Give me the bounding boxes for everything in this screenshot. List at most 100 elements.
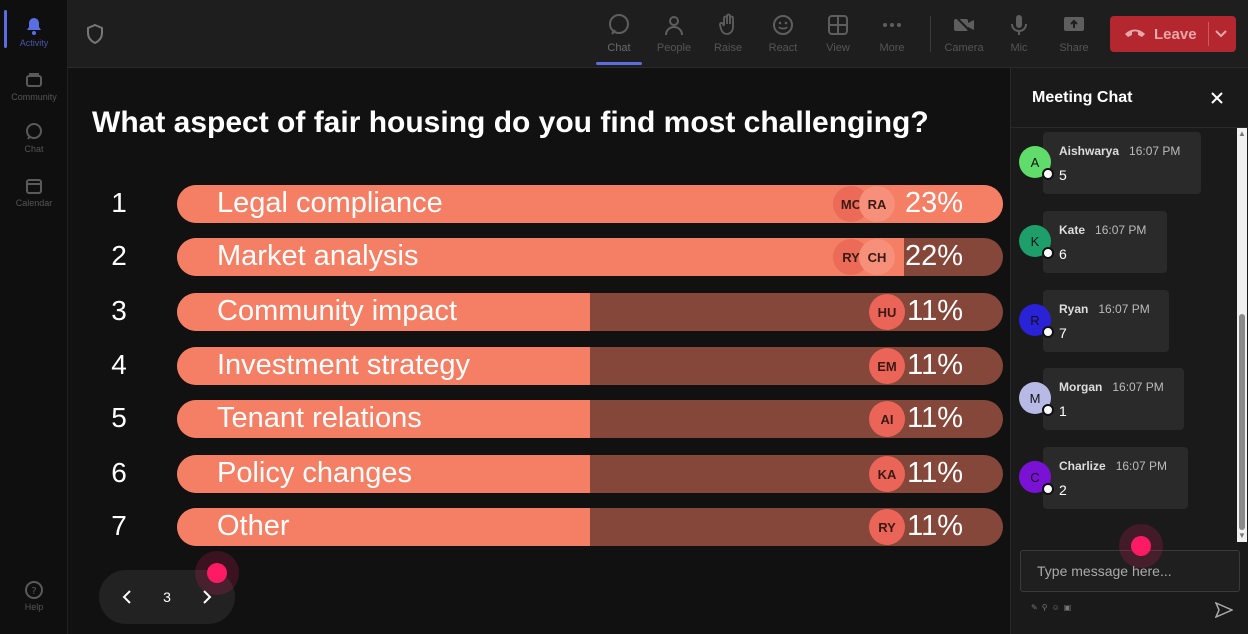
chat-bubble: Morgan 16:07 PM 1	[1043, 368, 1184, 430]
rail-item-calendar[interactable]: Calendar	[0, 166, 68, 218]
toolbar-divider	[930, 16, 931, 52]
pointer-highlight	[207, 563, 227, 583]
voter-avatar: AI	[869, 401, 905, 437]
presence-status-icon	[1042, 247, 1054, 259]
sender-name: Morgan	[1059, 380, 1103, 394]
poll-option-fill	[177, 508, 590, 546]
avatar-initial: M	[1029, 390, 1041, 406]
rail-item-label: Chat	[24, 144, 44, 154]
presence-status-icon	[1042, 404, 1054, 416]
message-time: 16:07 PM	[1129, 144, 1181, 158]
voter-avatar: RA	[859, 186, 895, 222]
poll-option-percent: 11%	[907, 402, 963, 434]
page-number: 3	[163, 589, 171, 605]
poll-stage: What aspect of fair housing do you find …	[68, 68, 1010, 634]
chevron-down-icon[interactable]	[1214, 26, 1228, 44]
chevron-left-icon[interactable]	[117, 587, 137, 607]
format-icon[interactable]: ✎	[1031, 603, 1038, 612]
shield-icon[interactable]	[86, 23, 104, 49]
leave-button[interactable]: Leave	[1110, 16, 1236, 52]
poll-option-label: Market analysis	[217, 240, 419, 272]
chat-icon	[24, 122, 44, 142]
poll-option[interactable]: 3 Community impact HU 11%	[68, 293, 1010, 333]
rail-item-help[interactable]: ? Help	[0, 570, 68, 622]
avatar: C	[1019, 461, 1054, 495]
message-text: 7	[1059, 325, 1067, 341]
poll-option-percent: 11%	[907, 457, 963, 489]
toolbar-more-button[interactable]: More	[865, 8, 919, 62]
gif-icon[interactable]: ▣	[1063, 603, 1072, 612]
toolbar-label: Camera	[944, 42, 984, 54]
message-text: 5	[1059, 167, 1067, 183]
chevron-right-icon[interactable]	[197, 587, 217, 607]
poll-option-bar: Other RY 11%	[177, 508, 1003, 546]
poll-option-label: Other	[217, 510, 290, 542]
sender-name: Aishwarya	[1059, 144, 1120, 158]
poll-option-label: Policy changes	[217, 457, 413, 489]
toolbar-share-button[interactable]: Share	[1047, 8, 1101, 62]
poll-option-percent: 11%	[907, 349, 963, 381]
emoji-icon[interactable]: ☺	[1051, 603, 1060, 612]
toolbar-label: Mic	[1010, 42, 1028, 54]
poll-option-number: 4	[111, 349, 127, 380]
rail-item-label: Activity	[19, 38, 49, 48]
message-time: 16:07 PM	[1115, 459, 1168, 473]
camera-off-icon	[951, 12, 977, 38]
poll-option[interactable]: 4 Investment strategy EM 11%	[68, 347, 1010, 387]
rail-item-chat[interactable]: Chat	[0, 112, 68, 164]
poll-option-number: 1	[111, 187, 127, 218]
poll-option[interactable]: 5 Tenant relations AI 11%	[68, 400, 1010, 440]
poll-option-bar: Policy changes KA 11%	[177, 455, 1003, 493]
poll-option[interactable]: 6 Policy changes KA 11%	[68, 455, 1010, 495]
toolbar-label: More	[879, 42, 905, 54]
message-text: 6	[1059, 246, 1067, 262]
toolbar-mic-button[interactable]: Mic	[992, 8, 1046, 62]
toolbar-camera-button[interactable]: Camera	[937, 8, 991, 62]
poll-option[interactable]: 1 Legal compliance MC RA 23%	[68, 185, 1010, 225]
toolbar-label: Share	[1059, 42, 1089, 54]
chat-scrollbar[interactable]: ▲ ▼	[1237, 128, 1247, 542]
chat-message-list[interactable]: Aishwarya 16:07 PM 5 A Kate 16:07 PM 6 K Ryan 16:…	[1011, 128, 1237, 542]
poll-option-bar: Legal compliance MC RA 23%	[177, 185, 1003, 223]
community-icon	[24, 70, 44, 90]
chat-icon	[606, 12, 632, 38]
leave-divider	[1208, 22, 1209, 46]
poll-option-label: Community impact	[217, 295, 458, 327]
poll-option-label: Tenant relations	[217, 402, 422, 434]
poll-option[interactable]: 7 Other RY 11%	[68, 508, 1010, 548]
presence-status-icon	[1042, 168, 1054, 180]
rail-item-community[interactable]: Community	[0, 60, 68, 112]
toolbar-view-button[interactable]: View	[811, 8, 865, 62]
attach-icon[interactable]: ⚲	[1041, 603, 1048, 612]
mic-icon	[1006, 12, 1032, 38]
poll-option-fill	[177, 238, 904, 276]
scroll-up-arrow[interactable]: ▲	[1238, 129, 1246, 138]
sender-name: Ryan	[1059, 302, 1089, 316]
poll-option-number: 2	[111, 240, 127, 271]
toolbar-chat-button[interactable]: Chat	[592, 8, 646, 62]
toolbar-people-button[interactable]: People	[647, 8, 701, 62]
toolbar-label: Raise	[713, 42, 743, 54]
share-icon	[1061, 12, 1087, 38]
scrollbar-thumb[interactable]	[1239, 314, 1245, 530]
voter-avatar: HU	[869, 294, 905, 330]
rail-item-label: Calendar	[15, 198, 53, 208]
rail-item-activity[interactable]: Activity	[0, 6, 68, 58]
poll-option-fill	[177, 400, 590, 438]
close-icon[interactable]	[1207, 88, 1227, 108]
toolbar-react-button[interactable]: React	[756, 8, 810, 62]
voter-avatar: EM	[869, 348, 905, 384]
poll-option-label: Legal compliance	[217, 187, 443, 219]
scroll-down-arrow[interactable]: ▼	[1238, 531, 1246, 540]
send-icon[interactable]	[1214, 600, 1234, 620]
sender-name: Kate	[1059, 223, 1086, 237]
people-icon	[661, 12, 687, 38]
message-time: 16:07 PM	[1098, 302, 1150, 316]
message-time: 16:07 PM	[1112, 380, 1164, 394]
toolbar-raise-button[interactable]: Raise	[701, 8, 755, 62]
avatar-initial: C	[1030, 469, 1040, 485]
poll-option[interactable]: 2 Market analysis RY CH 22%	[68, 238, 1010, 278]
rail-item-label: Community	[11, 92, 57, 102]
chat-message-input[interactable]	[1020, 550, 1240, 592]
avatar-initial: K	[1030, 233, 1040, 249]
